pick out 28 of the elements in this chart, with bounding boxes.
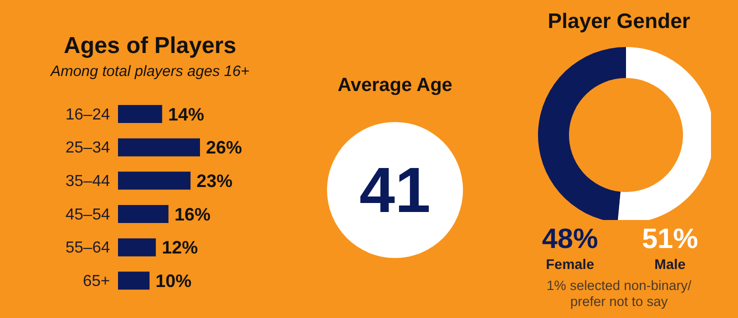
data-label: 23% [196, 171, 233, 192]
bar [118, 138, 200, 156]
data-label: 48% [542, 222, 598, 256]
bar [118, 172, 191, 190]
data-label: 10% [156, 271, 192, 292]
chart-title: Player Gender [546, 10, 692, 34]
bar [118, 238, 156, 256]
data-label: 12% [162, 238, 198, 258]
chart-title: Ages of Players [62, 32, 238, 59]
slice-label: Male [653, 256, 687, 272]
bar [118, 205, 168, 223]
y-tick-label: 25–34 [66, 140, 110, 157]
chart-subtitle: Among total players ages 16+ [49, 63, 250, 80]
y-tick-label: 45–54 [66, 206, 110, 224]
y-tick-label: 16–24 [66, 106, 110, 124]
y-tick-label: 65+ [82, 273, 110, 290]
data-label: 26% [206, 138, 242, 158]
bar [118, 272, 150, 290]
text: 41 [358, 153, 432, 228]
bar [118, 105, 162, 123]
text: 1% selected non-binary/ prefer not to say [546, 278, 692, 310]
data-label: 51% [642, 222, 698, 256]
y-tick-label: 35–44 [66, 173, 110, 190]
slice-label: Female [544, 256, 596, 272]
text: Average Age [336, 75, 454, 97]
data-label: 16% [174, 204, 210, 224]
data-label: 14% [168, 104, 204, 124]
y-tick-label: 55–64 [66, 240, 110, 257]
